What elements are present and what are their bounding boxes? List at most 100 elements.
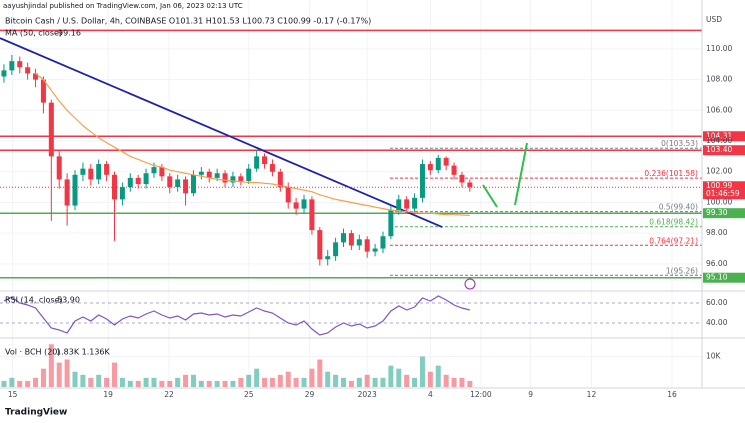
candle-body [80,168,86,175]
candle-body [230,176,236,183]
candle-body [333,242,339,257]
y-tick-label: 96.00 [706,259,728,268]
rsi-tick-label: 40.00 [706,318,728,327]
candle-body [404,199,410,209]
volume-bar [364,374,370,387]
candle-body [104,164,110,175]
volume-bar [119,377,125,387]
candle-body [317,230,323,260]
volume-bar [104,377,110,387]
x-tick-label: 29 [305,390,315,399]
x-tick-label: 25 [244,390,254,399]
y-tick-label: 108.00 [706,75,732,84]
volume-bar [143,377,149,387]
candle-body [222,173,228,183]
candle-body [9,61,15,71]
candle-body [348,233,354,246]
volume-bar [285,371,291,387]
volume-bar [80,374,86,387]
x-tick-label: 12:00 [470,390,492,399]
rsi-value: 53.90 [57,296,80,305]
volume-bar [396,368,402,387]
countdown: 01:46:59 [706,189,740,198]
candle-body [388,210,394,237]
rsi-legend: RSI (14, close) [5,296,63,305]
volume-bar [372,377,378,387]
candle-body [293,202,299,209]
volume-legend: Vol · BCH (20) [5,348,61,357]
volume-bar [427,371,433,387]
candle-body [206,171,212,178]
ma-value: 99.16 [58,29,81,38]
candle-body [427,164,433,171]
candle-body [127,177,133,188]
y-tick-label: 110.00 [706,44,732,53]
volume-bar [412,377,418,387]
volume-bar [17,380,23,387]
candle-body [309,199,315,231]
fib-label: 0.236(101.58) [644,169,698,178]
volume-bar [356,377,362,387]
publisher: aayushjindal published on TradingView.co… [3,2,243,10]
volume-bar [48,344,54,387]
candle-body [48,102,54,157]
volume-bar [222,380,228,387]
candle-body [301,199,307,209]
volume-bar [96,374,102,387]
candle-body [214,173,220,178]
volume-bar [72,371,78,387]
volume-bar [435,365,441,387]
volume-bar [262,377,268,387]
fib-label: 0.764(97.21) [649,236,698,245]
candle-body [175,179,181,188]
volume-bar [459,377,465,387]
candle-body [412,197,418,209]
x-tick-label: 22 [164,390,174,399]
volume-bar [238,377,244,387]
candle-body [151,167,157,174]
x-tick-label: 9 [528,390,533,399]
y-tick-label: 98.00 [706,228,728,237]
volume-bar [380,377,386,387]
volume-bar [56,362,62,387]
candle-body [40,79,46,103]
volume-bar [33,377,39,387]
candle-body [325,256,331,260]
level-label-box [703,272,745,283]
candle-body [190,174,196,194]
candle-body [372,248,378,252]
candle-body [364,239,370,252]
volume-bar [198,380,204,387]
level-label: 104.31 [706,131,732,140]
candle-body [159,167,165,177]
fib-label: 0.5(99.40) [659,203,698,212]
volume-bar [388,365,394,387]
candle-body [451,165,457,175]
x-tick-label: 16 [667,390,677,399]
y-tick-label: 106.00 [706,105,732,114]
volume-bar [40,368,46,387]
volume-bar [317,359,323,387]
volume-bar [293,377,299,387]
volume-bar [277,374,283,387]
candle-body [167,176,173,188]
volume-bar [333,374,339,387]
volume-bar [190,374,196,387]
volume-bar [175,377,181,387]
ma-line [35,72,470,216]
x-tick-label: 19 [103,390,113,399]
candle-body [254,156,260,169]
x-tick-label: 15 [8,390,18,399]
volume-bar [9,377,15,387]
volume-bar [25,380,31,387]
volume-bar [325,371,331,387]
candle-body [443,157,449,166]
candle-body [380,236,386,249]
volume-bar [348,380,354,387]
x-tick-label: 4 [428,390,433,399]
drawing-arrow [482,184,498,208]
candle-body [33,73,39,80]
candle-body [396,199,402,211]
candle-body [183,179,189,194]
